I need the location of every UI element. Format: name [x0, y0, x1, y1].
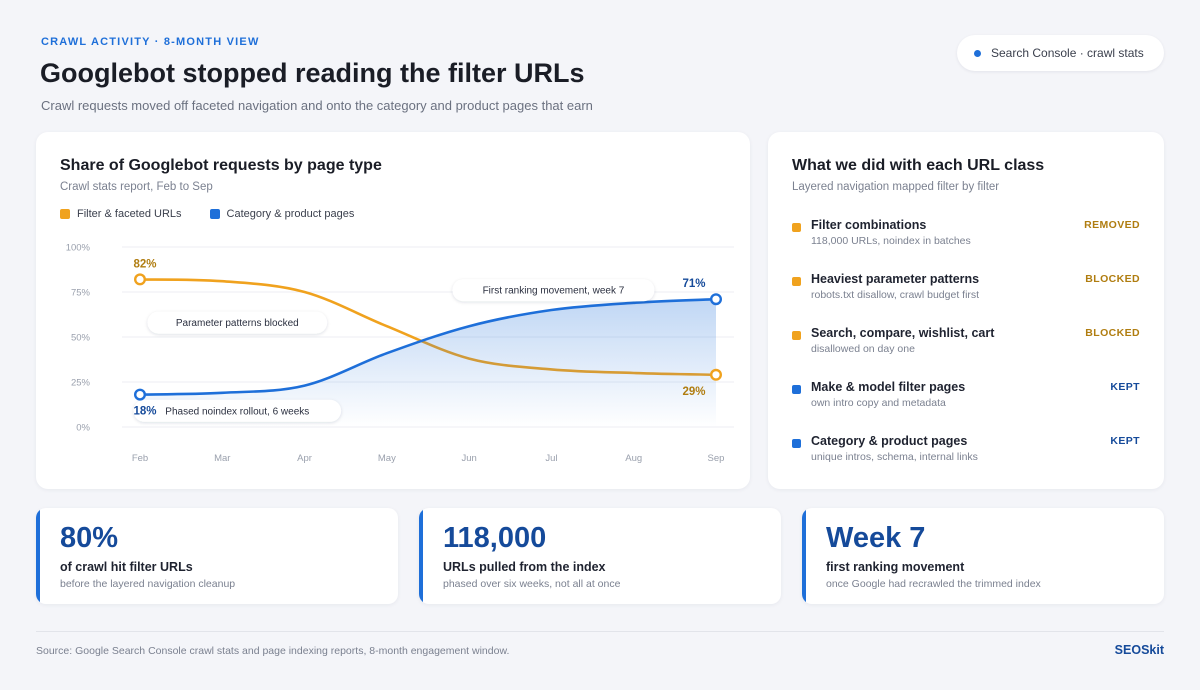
data-point: [710, 293, 723, 306]
list-subtitle: Layered navigation mapped filter by filt…: [792, 181, 1000, 193]
x-tick-label: Aug: [625, 453, 642, 464]
list-item: Heaviest parameter patterns robots.txt d…: [792, 272, 1140, 326]
x-tick-label: Jul: [545, 453, 557, 464]
series-area-1: [140, 299, 716, 427]
data-label: 82%: [133, 258, 156, 270]
chart-subtitle: Crawl stats report, Feb to Sep: [60, 181, 213, 193]
bullet-icon: [792, 277, 801, 286]
bullet-icon: [792, 223, 801, 232]
legend-swatch-filter: [60, 209, 70, 219]
stat-accent: [802, 508, 806, 604]
annotation-label: Parameter patterns blocked: [176, 318, 299, 329]
source-pill: Search Console · crawl stats: [957, 35, 1164, 71]
chart-title: Share of Googlebot requests by page type: [60, 157, 382, 174]
data-label: 18%: [133, 406, 156, 418]
chart-legend: Filter & faceted URLs Category & product…: [60, 208, 382, 220]
annotation-pill: [133, 399, 342, 422]
y-tick-label: 75%: [71, 288, 91, 299]
y-tick-label: 50%: [71, 333, 91, 344]
x-tick-label: Mar: [214, 453, 230, 464]
page-title: Googlebot stopped reading the filter URL…: [40, 58, 585, 88]
stat-note: phased over six weeks, not all at once: [443, 578, 621, 590]
y-tick-label: 25%: [71, 378, 91, 389]
stat-label: URLs pulled from the index: [443, 560, 606, 574]
x-tick-label: Feb: [132, 453, 148, 464]
legend-label-filter: Filter & faceted URLs: [77, 208, 182, 220]
list-item: Make & model filter pages own intro copy…: [792, 380, 1140, 434]
status-badge: BLOCKED: [1085, 273, 1140, 285]
list-item: Filter combinations 118,000 URLs, noinde…: [792, 218, 1140, 272]
series-line-1: [138, 297, 718, 396]
legend-label-category: Category & product pages: [226, 208, 355, 220]
stat-label: of crawl hit filter URLs: [60, 560, 193, 574]
stat-accent: [36, 508, 40, 604]
line-chart: 0% 25% 50% 75% 100% Feb Mar Apr May Jun Jul Aug Sep P…: [66, 243, 734, 464]
data-label: 29%: [682, 386, 705, 398]
url-class-desc: 118,000 URLs, noindex in batches: [811, 235, 971, 247]
url-class-name: Category & product pages: [811, 434, 968, 448]
data-point: [710, 368, 723, 381]
status-badge: KEPT: [1110, 381, 1140, 393]
status-badge: BLOCKED: [1085, 327, 1140, 339]
x-tick-label: Apr: [297, 453, 312, 464]
footer-divider: [36, 631, 1164, 632]
legend-item-filter: Filter & faceted URLs: [60, 208, 182, 220]
stat-accent: [419, 508, 423, 604]
list-item: Category & product pages unique intros, …: [792, 434, 1140, 488]
url-class-name: Make & model filter pages: [811, 380, 966, 394]
url-class-name: Heaviest parameter patterns: [811, 272, 980, 286]
dot-icon: [974, 49, 981, 57]
url-class-desc: robots.txt disallow, crawl budget first: [811, 289, 980, 301]
annotation-label: Phased noindex rollout, 6 weeks: [165, 406, 309, 417]
url-class-name: Filter combinations: [811, 218, 927, 232]
chart-card: Share of Googlebot requests by page type…: [36, 132, 750, 489]
y-tick-label: 100%: [66, 243, 91, 254]
bullet-icon: [792, 331, 801, 340]
stat-value: 80%: [60, 522, 119, 554]
bullet-icon: [792, 439, 801, 448]
bullet-icon: [792, 385, 801, 394]
footer-source: Source: Google Search Console crawl stat…: [36, 645, 510, 657]
stat-value: Week 7: [826, 522, 926, 554]
data-label: 71%: [682, 278, 705, 290]
stat-label: first ranking movement: [826, 560, 965, 574]
y-tick-label: 0%: [76, 423, 90, 434]
url-class-desc: disallowed on day one: [811, 343, 915, 355]
data-point: [133, 273, 146, 286]
legend-item-category: Category & product pages: [209, 208, 355, 220]
data-point: [133, 388, 146, 401]
source-pill-label: Search Console · crawl stats: [991, 46, 1144, 60]
url-class-desc: own intro copy and metadata: [811, 397, 946, 409]
url-class-name: Search, compare, wishlist, cart: [811, 326, 995, 340]
url-class-list: Filter combinations 118,000 URLs, noinde…: [792, 218, 1140, 488]
x-tick-label: May: [378, 453, 396, 464]
stat-card-crawl-share: 80% of crawl hit filter URLs before the …: [36, 508, 398, 604]
annotation-label: First ranking movement, week 7: [483, 286, 625, 297]
status-badge: REMOVED: [1084, 219, 1140, 231]
stat-card-urls-pulled: 118,000 URLs pulled from the index phase…: [419, 508, 781, 604]
x-tick-label: Sep: [708, 453, 725, 464]
brand-logo: SEOSkit: [1114, 643, 1164, 657]
url-class-desc: unique intros, schema, internal links: [811, 451, 978, 463]
stat-note: before the layered navigation cleanup: [60, 578, 236, 590]
url-class-card: What we did with each URL class Layered …: [768, 132, 1164, 489]
stat-card-ranking-week: Week 7 first ranking movement once Googl…: [802, 508, 1164, 604]
list-title: What we did with each URL class: [792, 157, 1045, 174]
status-badge: KEPT: [1110, 435, 1140, 447]
eyebrow: CRAWL ACTIVITY · 8-MONTH VIEW: [41, 36, 260, 48]
legend-swatch-category: [209, 209, 220, 219]
stat-value: 118,000: [443, 522, 547, 554]
stat-note: once Google had recrawled the trimmed in…: [826, 578, 1041, 590]
list-item: Search, compare, wishlist, cart disallow…: [792, 326, 1140, 380]
annotation-pill: [147, 311, 328, 334]
annotation-pill: [452, 279, 655, 302]
page-subtitle: Crawl requests moved off faceted navigat…: [41, 98, 593, 113]
x-tick-label: Jun: [461, 453, 476, 464]
